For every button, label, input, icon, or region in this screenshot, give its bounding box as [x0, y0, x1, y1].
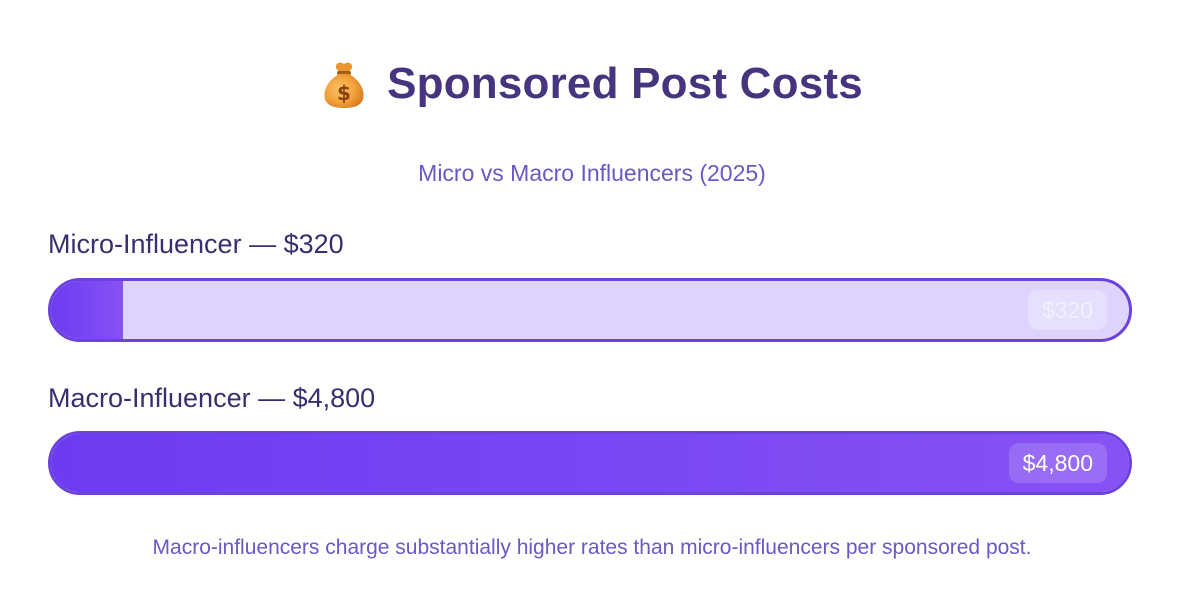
chart-header: $ Sponsored Post Costs	[0, 52, 1184, 116]
chart-subtitle: Micro vs Macro Influencers (2025)	[418, 160, 766, 186]
bar-value-micro: $320	[1027, 290, 1107, 330]
chart-title: Sponsored Post Costs	[387, 59, 863, 108]
bar-label-micro: Micro-Influencer — $320	[48, 229, 344, 259]
bar-track-macro: $4,800	[48, 431, 1132, 495]
svg-text:$: $	[337, 81, 351, 105]
bar-value-macro: $4,800	[1008, 443, 1107, 483]
bar-label-macro: Macro-Influencer — $4,800	[48, 383, 376, 413]
money-bag-icon: $	[324, 62, 364, 108]
chart-footnote: Macro-influencers charge substantially h…	[152, 536, 1032, 559]
bar-macro	[51, 434, 1129, 492]
bar-track-micro: $320	[48, 278, 1132, 342]
bar-micro	[51, 281, 123, 339]
